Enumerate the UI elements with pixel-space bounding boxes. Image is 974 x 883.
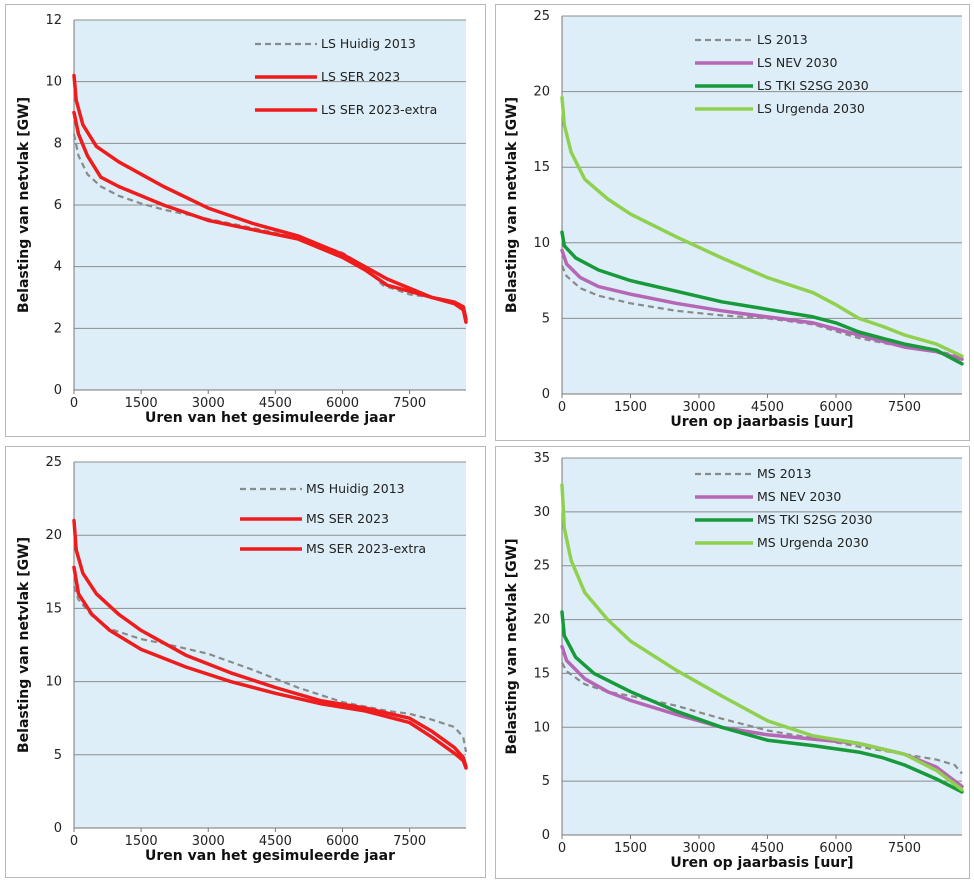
legend-label: MS SER 2023-extra (306, 541, 426, 556)
series-line (72, 586, 468, 753)
y-tick-label: 0 (542, 828, 550, 843)
chart-ls-ser: 0 2 4 6 8 10 12 0 1500 3000 4500 6000 7500 Uren van h… (5, 4, 486, 437)
legend-label: MS SER 2023 (306, 511, 389, 526)
y-tick-label: 0 (542, 387, 550, 402)
y-tick-label: 15 (533, 666, 550, 681)
y-tick-label: 5 (54, 748, 62, 763)
legend-label: LS 2013 (757, 32, 808, 47)
legend-label: MS 2013 (757, 466, 812, 481)
x-tick-label: 4500 (751, 400, 784, 415)
x-tick-label: 6000 (819, 841, 852, 856)
y-tick-label: 20 (533, 85, 550, 100)
x-tick-label: 0 (70, 396, 78, 411)
y-tick-label: 2 (54, 321, 62, 336)
x-axis-label: Uren van het gesimuleerde jaar (145, 410, 395, 426)
y-tick-label: 12 (45, 13, 62, 28)
x-tick-label: 7500 (393, 396, 426, 411)
chart-ls-scenarios-svg: 0 5 10 15 20 25 0 1500 3000 4500 6000 7500 Uren op j… (495, 4, 970, 441)
legend-label: MS TKI S2SG 2030 (757, 512, 873, 527)
y-tick-label: 20 (533, 613, 550, 628)
y-tick-label: 25 (533, 559, 550, 574)
y-tick-label: 25 (533, 9, 550, 24)
chart-ms-scenarios: 0 5 10 15 20 25 30 35 0 1500 3000 4500 6000 7500 Uren … (495, 446, 970, 879)
x-tick-label: 4500 (259, 396, 292, 411)
y-tick-label: 5 (542, 311, 550, 326)
plot-area (74, 462, 466, 828)
x-tick-label: 6000 (326, 834, 359, 849)
plot-area (562, 16, 962, 394)
series-line (560, 230, 964, 366)
series-line (72, 73, 468, 321)
y-tick-label: 10 (533, 720, 550, 735)
x-tick-label: 7500 (888, 841, 921, 856)
x-axis-label: Uren van het gesimuleerde jaar (145, 848, 395, 864)
x-tick-label: 4500 (751, 841, 784, 856)
legend-label: LS Urgenda 2030 (757, 101, 865, 116)
x-tick-label: 0 (558, 400, 566, 415)
x-tick-label: 1500 (614, 400, 647, 415)
series-line (560, 483, 964, 792)
x-tick-label: 6000 (326, 396, 359, 411)
legend-label: MS Urgenda 2030 (757, 535, 869, 550)
x-tick-label: 0 (70, 834, 78, 849)
series-line (560, 95, 964, 358)
y-tick-label: 5 (542, 774, 550, 789)
series-line (560, 248, 964, 361)
y-axis-label: Belasting van netvlak [GW] (504, 97, 520, 313)
y-axis-label: Belasting van netvlak [GW] (504, 539, 520, 755)
y-tick-label: 6 (54, 198, 62, 213)
y-tick-label: 4 (54, 260, 62, 275)
x-axis-label: Uren op jaarbasis [uur] (670, 855, 853, 871)
x-tick-label: 4500 (259, 834, 292, 849)
x-tick-label: 3000 (192, 396, 225, 411)
legend-label: LS Huidig 2013 (321, 36, 416, 51)
legend-label: MS NEV 2030 (757, 489, 841, 504)
x-tick-label: 3000 (192, 834, 225, 849)
chart-ls-scenarios: 0 5 10 15 20 25 0 1500 3000 4500 6000 7500 Uren op j… (495, 4, 970, 441)
y-tick-label: 15 (45, 601, 62, 616)
legend-label: LS NEV 2030 (757, 55, 838, 70)
y-tick-label: 20 (45, 528, 62, 543)
y-tick-label: 8 (54, 136, 62, 151)
x-tick-label: 7500 (888, 400, 921, 415)
series-line (72, 565, 468, 770)
x-tick-label: 7500 (393, 834, 426, 849)
x-tick-label: 1500 (125, 396, 158, 411)
y-tick-label: 35 (533, 451, 550, 466)
legend-label: LS SER 2023 (321, 69, 400, 84)
x-tick-label: 6000 (819, 400, 852, 415)
y-tick-label: 10 (533, 236, 550, 251)
legend-label: LS SER 2023-extra (321, 102, 437, 117)
plot-area (562, 458, 962, 835)
x-tick-label: 1500 (614, 841, 647, 856)
y-tick-label: 30 (533, 505, 550, 520)
x-tick-label: 1500 (125, 834, 158, 849)
y-tick-label: 10 (45, 75, 62, 90)
x-tick-label: 3000 (682, 841, 715, 856)
y-axis-label: Belasting van netvlak [GW] (16, 537, 32, 753)
legend-label: MS Huidig 2013 (306, 481, 405, 496)
y-tick-label: 0 (54, 821, 62, 836)
x-tick-label: 0 (558, 841, 566, 856)
legend-label: LS TKI S2SG 2030 (757, 78, 869, 93)
y-tick-label: 25 (45, 455, 62, 470)
x-axis-label: Uren op jaarbasis [uur] (670, 414, 853, 430)
chart-ms-scenarios-svg: 0 5 10 15 20 25 30 35 0 1500 3000 4500 6000 7500 Uren … (495, 446, 970, 879)
x-tick-label: 3000 (682, 400, 715, 415)
chart-ms-ser: 0 5 10 15 20 25 0 1500 3000 4500 6000 7500 Uren van … (5, 446, 486, 878)
series-line (560, 610, 964, 794)
series-line (72, 518, 468, 769)
y-axis-label: Belasting van netvlak [GW] (16, 97, 32, 313)
y-tick-label: 10 (45, 675, 62, 690)
y-tick-label: 15 (533, 160, 550, 175)
y-tick-label: 0 (54, 383, 62, 398)
